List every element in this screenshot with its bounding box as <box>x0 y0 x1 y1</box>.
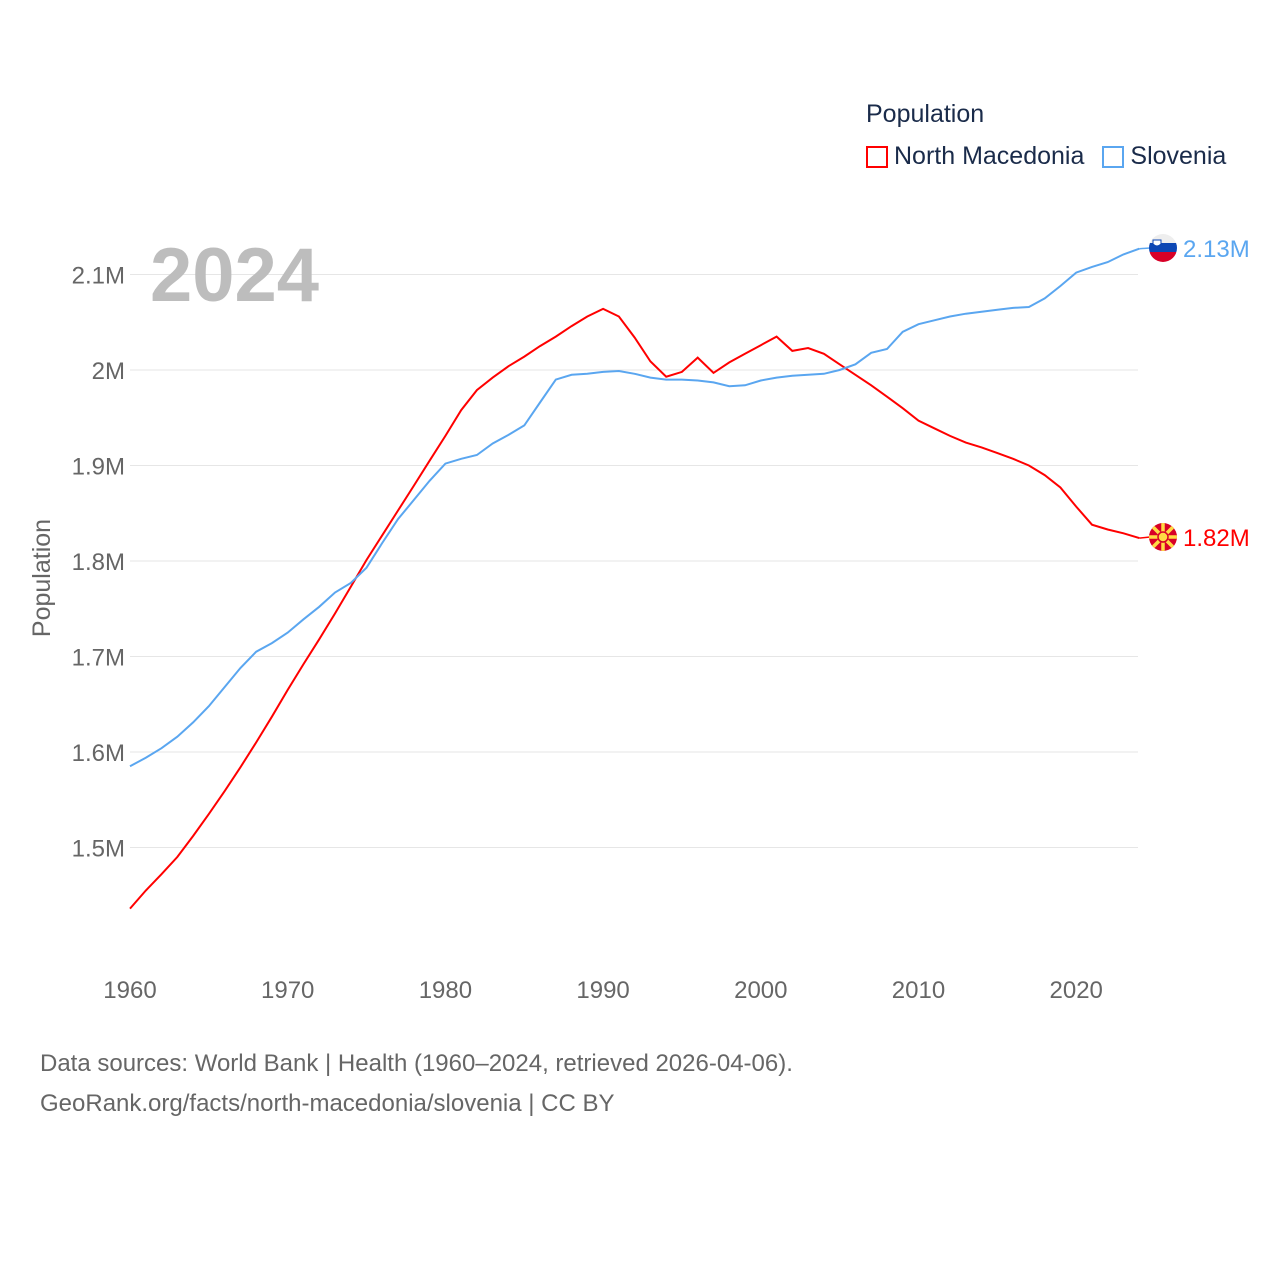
legend-title: Population <box>866 100 985 128</box>
end-connector <box>1139 536 1151 539</box>
x-tick-label: 1970 <box>261 977 314 1004</box>
end-connector <box>1139 247 1151 250</box>
gridlines <box>130 274 1138 848</box>
y-tick-label: 1.9M <box>72 454 125 481</box>
current-year-label: 2024 <box>150 233 320 318</box>
x-tick-label: 1990 <box>576 977 629 1004</box>
source-link[interactable]: GeoRank.org/facts/north-macedonia/sloven… <box>40 1090 615 1117</box>
data-source-text: Data sources: World Bank | Health (1960–… <box>40 1050 793 1077</box>
y-axis: 1.5M 1.6M 1.7M 1.8M 1.9M 2M 2.1M <box>72 263 125 863</box>
legend-item-slovenia[interactable]: Slovenia <box>1102 142 1226 171</box>
end-value-label: 2.13M <box>1183 236 1250 263</box>
x-axis: 1960 1970 1980 1990 2000 2010 2020 <box>103 977 1103 1004</box>
legend-swatch <box>866 145 888 168</box>
legend-label: Slovenia <box>1130 142 1227 170</box>
north-macedonia-flag-icon <box>1149 523 1177 551</box>
x-tick-label: 2010 <box>892 977 945 1004</box>
x-tick-label: 1960 <box>103 977 156 1004</box>
legend-item-north-macedonia[interactable]: North Macedonia <box>866 142 1084 171</box>
x-tick-label: 1980 <box>419 977 472 1004</box>
legend-swatch <box>1102 145 1125 168</box>
y-tick-label: 1.5M <box>72 836 125 863</box>
y-tick-label: 1.8M <box>72 549 125 576</box>
y-tick-label: 1.7M <box>72 645 125 672</box>
x-tick-label: 2000 <box>734 977 787 1004</box>
series-line-north-macedonia <box>129 307 1140 910</box>
y-tick-label: 2.1M <box>72 263 125 290</box>
y-tick-label: 2M <box>92 358 125 385</box>
y-axis-label: Population <box>28 519 56 637</box>
end-value-label: 1.82M <box>1183 525 1250 552</box>
x-tick-label: 2020 <box>1050 977 1103 1004</box>
footer: Data sources: World Bank | Health (1960–… <box>40 1044 793 1124</box>
legend: North Macedonia Slovenia <box>866 142 1226 171</box>
legend-label: North Macedonia <box>894 142 1085 170</box>
slovenia-flag-icon <box>1149 234 1177 262</box>
end-markers <box>1149 234 1177 551</box>
series-lines <box>129 247 1151 910</box>
series-line-slovenia <box>129 247 1140 768</box>
y-tick-label: 1.6M <box>72 740 125 767</box>
